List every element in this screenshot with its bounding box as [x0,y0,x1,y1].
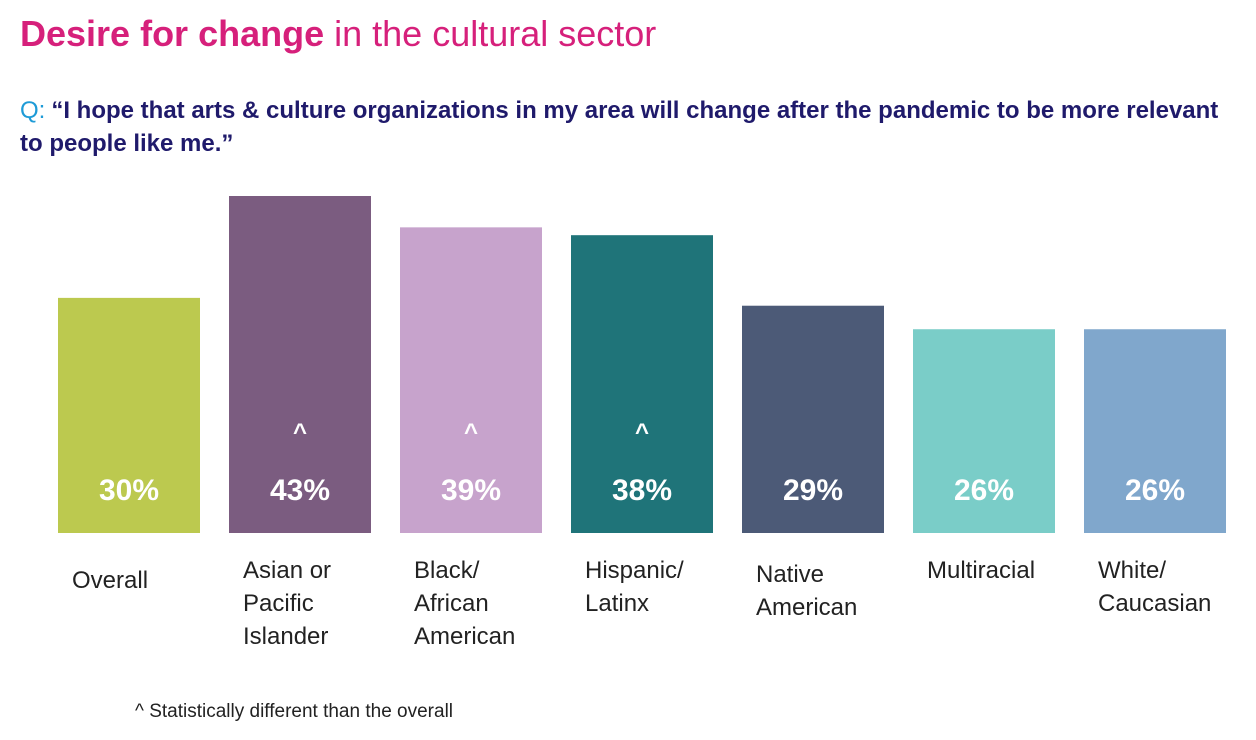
bar-6 [913,329,1055,533]
bar-4 [571,235,713,534]
value-label-6: 26% [954,474,1014,507]
value-label-2: 43% [270,474,330,507]
category-label-6: Multiracial [927,557,1035,584]
bar-7 [1084,329,1226,533]
category-label-3: Black/African American [414,557,515,650]
title-rest: in the cultural sector [334,13,657,54]
category-label-1: Overall [72,567,148,594]
bar-3 [400,227,542,534]
value-label-3: 39% [441,474,501,507]
significance-marker-2: ^ [293,419,307,446]
survey-question: Q: “I hope that arts & culture organizati… [20,94,1236,160]
category-label-5: Native American [756,561,857,621]
category-label-7: White/Caucasian [1098,557,1211,617]
bar-2 [229,196,371,533]
significance-marker-4: ^ [635,419,649,446]
bar-chart: 30% Overall 43% ^ Asian or Pacific Islander 39%… [58,196,1226,650]
chart-title: Desire for change in the cultural sector [20,12,656,56]
footnote: ^ Statistically different than the overa… [135,701,454,722]
value-label-4: 38% [612,474,672,507]
question-prefix: Q: [20,97,46,124]
title-highlight: Desire for change [20,13,325,54]
bar-5 [742,305,884,533]
bar-1 [58,297,200,533]
value-label-7: 26% [1125,474,1185,507]
value-label-5: 29% [783,474,843,507]
significance-marker-3: ^ [464,419,478,446]
category-label-4: Hispanic/Latinx [585,557,684,617]
value-label-1: 30% [99,474,159,507]
question-text: “I hope that arts & culture organization… [20,97,1219,157]
category-label-2: Asian or Pacific Islander [243,557,331,650]
